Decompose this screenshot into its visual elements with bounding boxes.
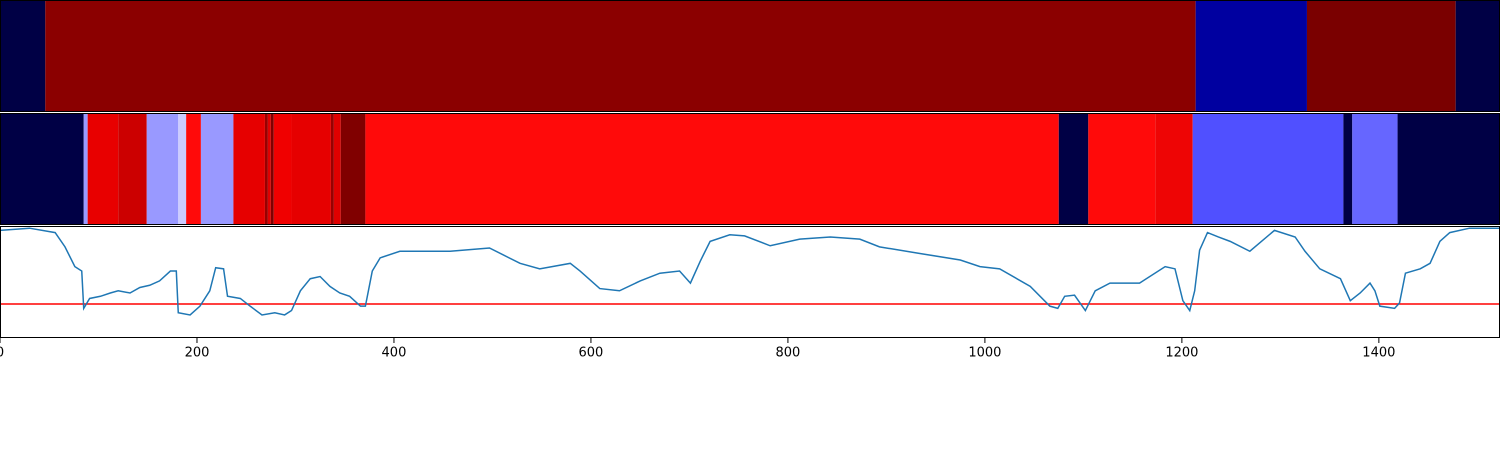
segment	[273, 113, 292, 225]
series-line	[0, 227, 1500, 316]
segment	[178, 113, 187, 225]
segment	[0, 113, 84, 225]
segment	[270, 113, 274, 225]
segment	[1352, 113, 1398, 225]
segment	[1192, 113, 1344, 225]
x-tick-label: 600	[579, 346, 604, 361]
segment	[1088, 113, 1156, 225]
segment	[333, 113, 341, 225]
segment	[267, 113, 271, 225]
segment	[365, 113, 1059, 225]
segment	[233, 113, 265, 225]
segment	[83, 113, 88, 225]
x-tick-label: 1000	[968, 346, 1001, 361]
segment	[0, 0, 46, 112]
x-tick-label: 1200	[1165, 346, 1198, 361]
segment	[1155, 113, 1193, 225]
segment	[1455, 0, 1500, 112]
segment	[330, 113, 334, 225]
segment	[340, 113, 366, 225]
x-tick-label: 200	[185, 346, 210, 361]
segment	[1058, 113, 1089, 225]
segment	[87, 113, 119, 225]
segment	[1343, 113, 1353, 225]
segment	[186, 113, 201, 225]
segment	[200, 113, 234, 225]
segment	[264, 113, 268, 225]
segment	[45, 0, 1196, 112]
x-tick-label: 0	[0, 346, 4, 361]
segment	[1195, 0, 1307, 112]
segment	[146, 113, 179, 225]
x-tick-label: 400	[382, 346, 407, 361]
x-tick-label: 800	[776, 346, 801, 361]
segment	[118, 113, 147, 225]
segment	[1306, 0, 1456, 112]
segment	[1397, 113, 1500, 225]
segment	[291, 113, 331, 225]
x-tick-label: 1400	[1362, 346, 1395, 361]
